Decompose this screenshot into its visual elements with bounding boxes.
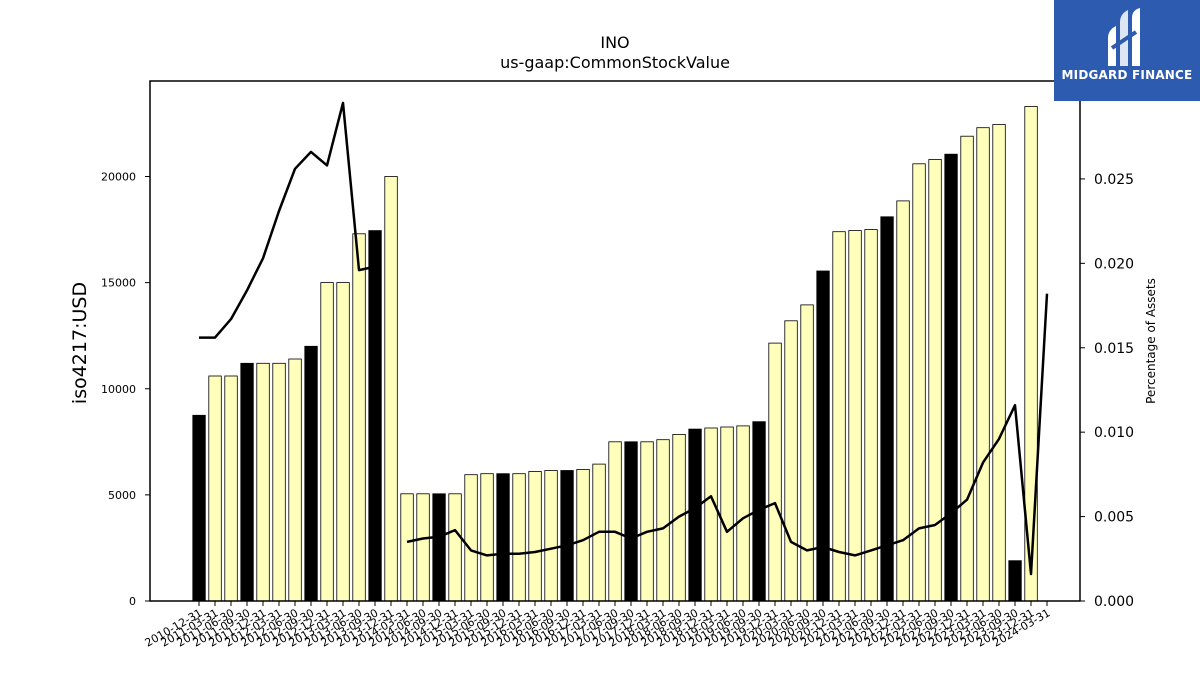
percentage-line — [199, 101, 1049, 576]
y2-tick-label: 0.020 — [1094, 256, 1134, 272]
x-axis: 2010-12-312011-03-312011-06-302011-09-30… — [143, 601, 1053, 650]
bar — [864, 229, 878, 602]
bar-series — [192, 106, 1038, 602]
bar — [256, 362, 270, 602]
bar — [400, 493, 414, 602]
bar — [496, 473, 510, 602]
brand-name: MIDGARD FINANCE — [1061, 68, 1193, 82]
bar — [464, 474, 478, 602]
bar — [576, 468, 590, 602]
bar — [544, 470, 558, 602]
bar — [992, 124, 1006, 602]
bar — [512, 473, 526, 602]
bar — [304, 345, 318, 602]
bar — [960, 135, 974, 602]
bar — [352, 233, 366, 602]
bar — [288, 358, 302, 602]
bar — [432, 493, 446, 602]
chart-subtitle: us-gaap:CommonStockValue — [500, 53, 730, 72]
midgard-logo-icon — [1108, 8, 1140, 66]
bar — [656, 439, 670, 602]
right-y-axis-label: Percentage of Assets — [1144, 278, 1158, 404]
bar — [448, 493, 462, 602]
y-tick-label: 0 — [129, 595, 136, 608]
y2-tick-label: 0.000 — [1094, 594, 1134, 610]
bar — [320, 282, 334, 602]
bar — [560, 470, 574, 602]
bar — [928, 159, 942, 602]
bar — [272, 362, 286, 602]
y2-tick-label: 0.025 — [1094, 172, 1134, 188]
y-tick-label: 10000 — [101, 383, 136, 396]
y2-tick-label: 0.015 — [1094, 341, 1134, 357]
y-tick-label: 20000 — [101, 171, 136, 184]
bar — [784, 320, 798, 602]
percentage-line-series — [199, 101, 1049, 576]
chart-title: INO — [600, 33, 629, 52]
y-tick-label: 5000 — [108, 489, 136, 502]
y2-tick-label: 0.005 — [1094, 510, 1134, 526]
bar — [640, 441, 654, 602]
bar — [976, 127, 990, 602]
left-y-axis: 0 5000 10000 15000 20000 — [101, 171, 150, 608]
bar — [192, 414, 206, 602]
bar — [368, 230, 382, 602]
bar — [848, 230, 862, 602]
bar — [832, 231, 846, 602]
bar — [720, 426, 734, 602]
brand-logo: MIDGARD FINANCE — [1054, 0, 1200, 101]
bar — [528, 471, 542, 602]
bar — [240, 362, 254, 602]
y2-tick-label: 0.010 — [1094, 425, 1134, 441]
bar — [384, 176, 398, 602]
bar — [816, 270, 830, 602]
bar — [624, 441, 638, 602]
right-y-axis: 0.000 0.005 0.010 0.015 0.020 0.025 — [1080, 172, 1134, 610]
bar — [800, 304, 814, 602]
y-axis-label: iso4217:USD — [69, 282, 91, 404]
bar — [944, 153, 958, 602]
y-tick-label: 15000 — [101, 277, 136, 290]
bar — [1008, 560, 1022, 602]
bar — [736, 425, 750, 602]
bar — [224, 375, 238, 602]
bar — [336, 282, 350, 602]
bar — [608, 441, 622, 602]
bar — [912, 163, 926, 602]
bar — [768, 342, 782, 602]
bar — [704, 427, 718, 602]
bar — [416, 493, 430, 602]
bar — [480, 473, 494, 602]
bar — [688, 428, 702, 602]
bar — [208, 375, 222, 602]
